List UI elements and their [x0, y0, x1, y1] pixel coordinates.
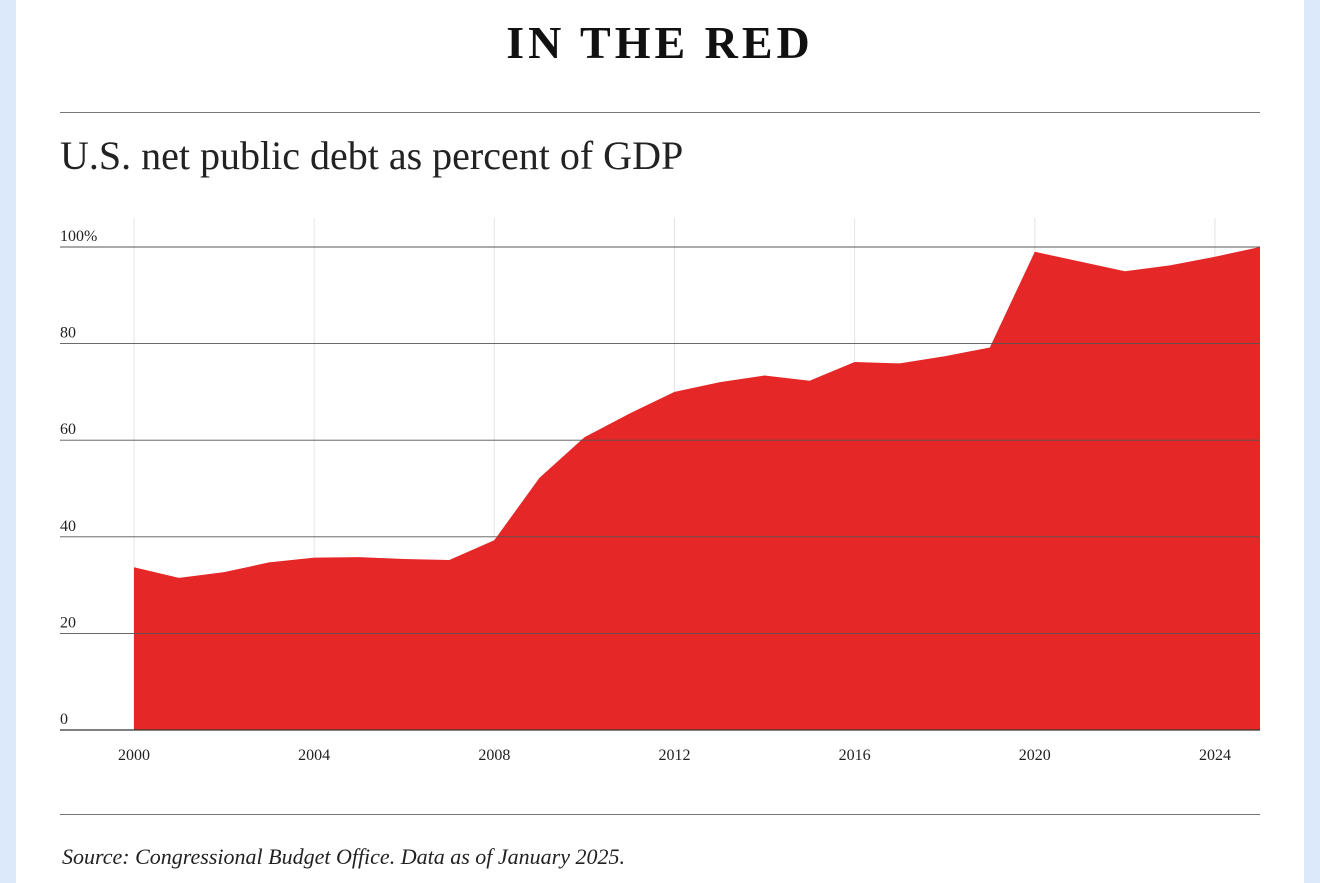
y-tick-label: 80 [60, 325, 76, 342]
y-tick-label: 100% [60, 228, 97, 245]
chart-subtitle: U.S. net public debt as percent of GDP [60, 133, 684, 178]
chart-card: IN THE RED U.S. net public debt as perce… [16, 0, 1304, 883]
x-tick-label: 2016 [839, 747, 871, 764]
y-tick-label: 60 [60, 421, 76, 438]
x-axis-ticks: 2000 2004 2008 2012 2016 2020 2024 [118, 747, 1231, 764]
area-layer [134, 247, 1260, 730]
x-tick-label: 2008 [478, 747, 510, 764]
bottom-divider [60, 814, 1260, 815]
source-note: Source: Congressional Budget Office. Dat… [62, 844, 625, 869]
x-tick-label: 2000 [118, 747, 150, 764]
y-tick-label: 20 [60, 614, 76, 631]
x-tick-label: 2020 [1019, 747, 1051, 764]
x-tick-label: 2024 [1199, 747, 1231, 764]
y-tick-label: 40 [60, 518, 76, 535]
y-axis-ticks: 0 20 40 60 80 100% [60, 228, 97, 728]
horizontal-gridlines [60, 246, 1260, 731]
y-tick-label: 0 [60, 711, 68, 728]
x-tick-label: 2004 [298, 747, 330, 764]
debt-area [134, 247, 1260, 730]
top-divider [60, 112, 1260, 113]
x-tick-label: 2012 [658, 747, 690, 764]
headline: IN THE RED [506, 17, 814, 68]
